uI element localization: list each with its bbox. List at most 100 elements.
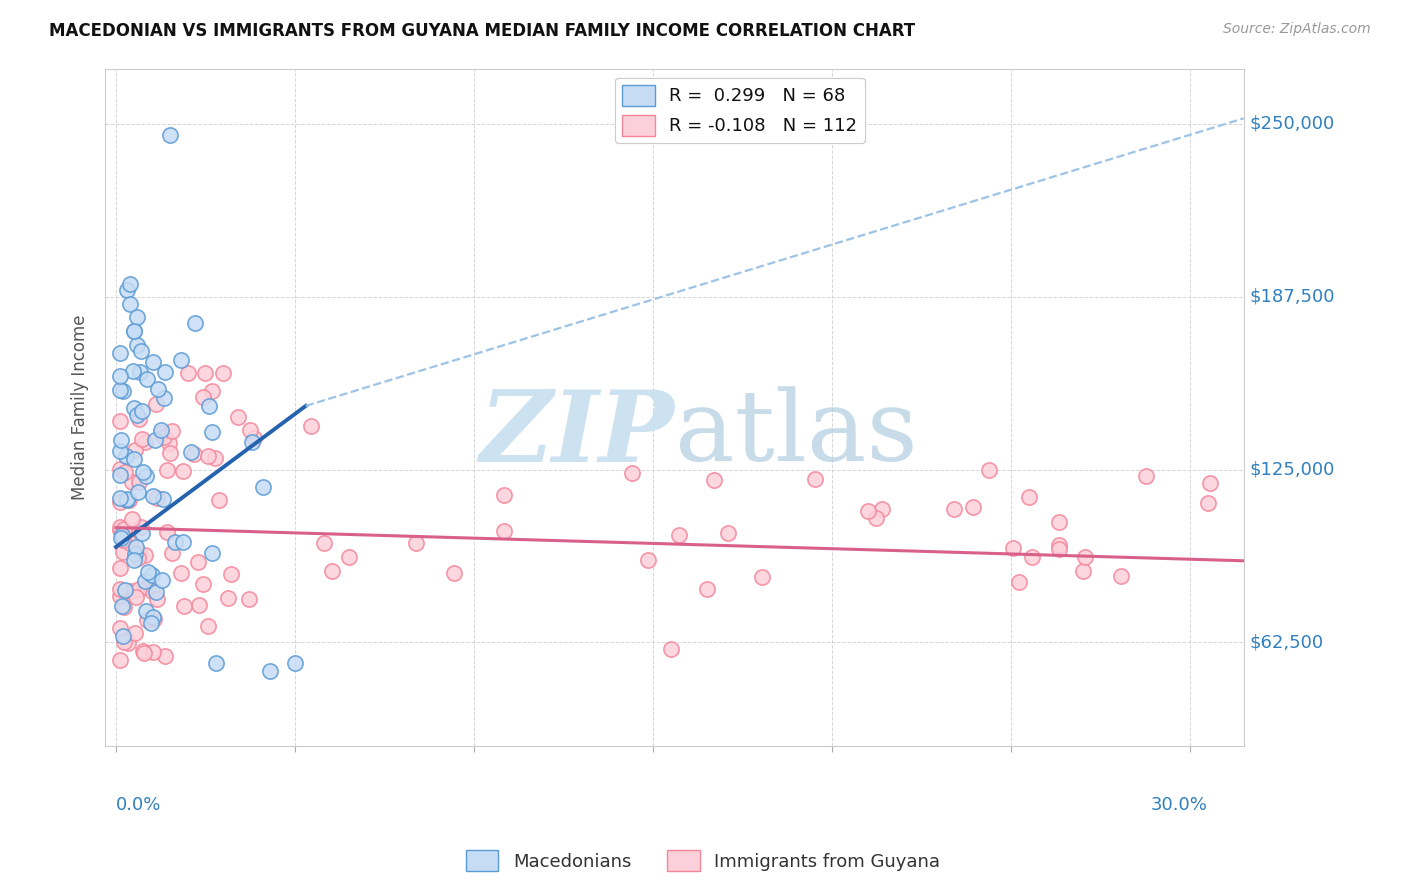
- Point: [128, 546, 150, 560]
- Text: 30.0%: 30.0%: [1152, 796, 1208, 814]
- Text: atlas: atlas: [675, 386, 917, 483]
- Point: [243, 431, 266, 445]
- Point: [145, 397, 167, 411]
- Point: [112, 522, 135, 536]
- Point: [443, 566, 465, 580]
- Text: Source: ZipAtlas.com: Source: ZipAtlas.com: [1223, 22, 1371, 37]
- Point: [111, 527, 134, 541]
- Point: [112, 599, 135, 614]
- Point: [1111, 569, 1133, 583]
- Point: [1018, 490, 1040, 504]
- Point: [751, 570, 773, 584]
- Point: [128, 582, 150, 596]
- Legend: R =  0.299   N = 68, R = -0.108   N = 112: R = 0.299 N = 68, R = -0.108 N = 112: [616, 78, 865, 143]
- Point: [135, 372, 157, 386]
- Point: [197, 619, 219, 633]
- Point: [637, 553, 659, 567]
- Point: [108, 369, 131, 384]
- Point: [108, 491, 131, 505]
- Point: [129, 365, 152, 379]
- Point: [115, 493, 138, 508]
- Point: [141, 583, 163, 598]
- Point: [492, 487, 515, 501]
- Point: [121, 475, 143, 489]
- Point: [134, 574, 156, 588]
- Point: [135, 469, 157, 483]
- Point: [1047, 538, 1070, 552]
- Point: [492, 524, 515, 538]
- Point: [108, 467, 131, 482]
- Point: [117, 636, 139, 650]
- Point: [659, 642, 682, 657]
- Point: [239, 423, 262, 437]
- Point: [1199, 476, 1222, 491]
- Point: [159, 445, 181, 459]
- Point: [198, 399, 221, 413]
- Point: [620, 466, 643, 480]
- Point: [150, 574, 173, 588]
- Point: [1047, 542, 1070, 557]
- Point: [145, 585, 167, 599]
- Point: [194, 366, 217, 380]
- Point: [141, 616, 163, 631]
- Point: [135, 613, 157, 627]
- Point: [156, 463, 179, 477]
- Text: ZIP: ZIP: [479, 386, 675, 483]
- Point: [145, 433, 167, 447]
- Point: [142, 645, 165, 659]
- Point: [120, 583, 142, 598]
- Text: $187,500: $187,500: [1250, 288, 1336, 306]
- Point: [170, 566, 193, 580]
- Point: [146, 491, 169, 505]
- Point: [142, 612, 165, 626]
- Point: [1074, 550, 1097, 565]
- Point: [125, 540, 148, 554]
- Point: [252, 480, 274, 494]
- Point: [110, 531, 132, 545]
- Point: [146, 382, 169, 396]
- Point: [122, 552, 145, 566]
- Point: [127, 550, 149, 565]
- Point: [856, 504, 879, 518]
- Point: [208, 492, 231, 507]
- Point: [870, 502, 893, 516]
- Point: [136, 580, 159, 594]
- Point: [865, 511, 887, 525]
- Point: [108, 621, 131, 635]
- Point: [108, 524, 131, 538]
- Point: [162, 424, 184, 438]
- Point: [122, 401, 145, 416]
- Text: $250,000: $250,000: [1250, 115, 1334, 133]
- Point: [124, 547, 146, 561]
- Text: $62,500: $62,500: [1250, 633, 1323, 651]
- Point: [201, 425, 224, 439]
- Point: [942, 502, 965, 516]
- Point: [703, 474, 725, 488]
- Point: [201, 384, 224, 399]
- Text: 0.0%: 0.0%: [115, 796, 162, 814]
- Point: [187, 598, 209, 612]
- Point: [153, 365, 176, 379]
- Point: [668, 528, 690, 542]
- Point: [962, 500, 984, 515]
- Point: [152, 491, 174, 506]
- Point: [696, 582, 718, 596]
- Point: [321, 564, 343, 578]
- Point: [142, 354, 165, 368]
- Point: [1007, 574, 1029, 589]
- Point: [149, 423, 172, 437]
- Point: [108, 346, 131, 360]
- Point: [115, 450, 138, 464]
- Point: [129, 343, 152, 358]
- Point: [157, 435, 180, 450]
- Point: [150, 425, 173, 440]
- Point: [176, 366, 198, 380]
- Point: [108, 520, 131, 534]
- Point: [127, 338, 149, 352]
- Point: [114, 465, 136, 479]
- Point: [979, 462, 1001, 476]
- Point: [108, 582, 131, 596]
- Point: [110, 433, 132, 447]
- Point: [219, 567, 242, 582]
- Point: [128, 475, 150, 489]
